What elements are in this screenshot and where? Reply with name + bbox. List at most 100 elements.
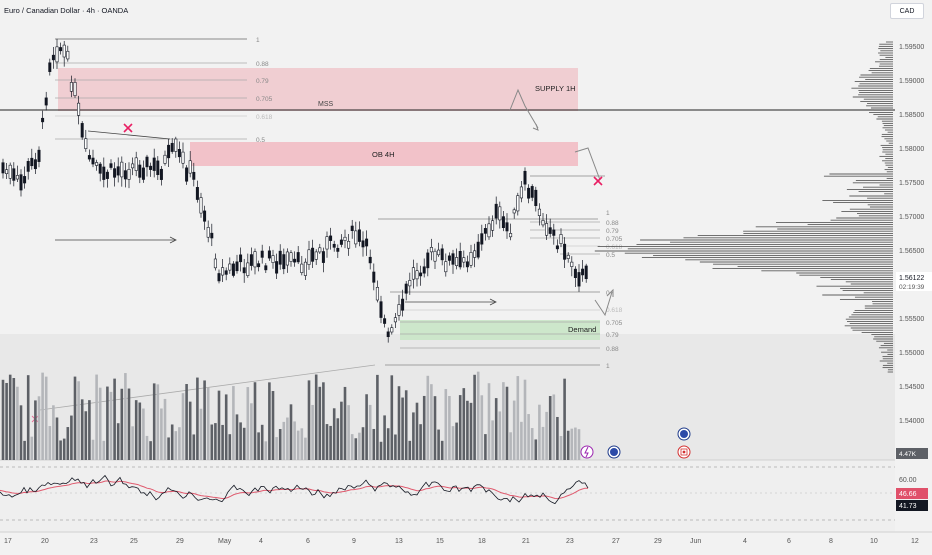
volume-bar (181, 393, 185, 460)
candle-body (375, 287, 379, 301)
candle-body (30, 157, 34, 167)
volume-bar (534, 439, 538, 460)
volume-bar (520, 421, 523, 460)
candle-body (519, 186, 523, 199)
canada-flag-icon[interactable] (677, 445, 691, 459)
candle-body (419, 272, 423, 277)
rsi-ma-badge: 41.73 (896, 500, 928, 511)
candle-body (285, 251, 289, 266)
candle-body (253, 251, 257, 268)
candle-body (1, 162, 5, 174)
price-axis[interactable]: 1.59500 1.59000 1.58500 1.58000 1.57500 … (899, 44, 924, 425)
candle-body (411, 267, 415, 280)
time-tick: Jun (690, 538, 701, 545)
volume-bar (228, 434, 232, 460)
supply-1h-zone[interactable] (58, 68, 578, 111)
time-axis[interactable]: 17 20 23 25 29 May 4 6 9 13 15 18 21 23 … (4, 538, 919, 545)
volume-bar (444, 389, 448, 460)
volume-bar (113, 378, 116, 460)
volume-bar (188, 401, 192, 460)
candle-body (318, 247, 322, 253)
fib-right-labels: 1 0.88 0.79 0.705 0.618 0.5 (606, 210, 623, 259)
volume-bar (124, 373, 127, 460)
volume-bar (397, 386, 401, 460)
volume-bar (52, 405, 55, 460)
volume-bar (462, 388, 466, 460)
volume-bar (203, 380, 206, 460)
candle-body (267, 250, 271, 259)
candle-body (383, 318, 387, 324)
price-tick: 1.54000 (899, 418, 924, 425)
time-tick: 9 (352, 538, 356, 545)
volume-bar (239, 422, 242, 460)
volume-bar (131, 426, 134, 460)
volume-bar (307, 380, 311, 460)
candle-body (48, 62, 52, 72)
candle-body (397, 304, 401, 316)
volume-bar (466, 400, 469, 460)
candle-body (552, 229, 556, 236)
candle-body (541, 220, 545, 226)
candle-body (138, 164, 142, 178)
volume-bar (556, 416, 559, 460)
candle-body (170, 142, 174, 152)
rsi-indicator[interactable] (0, 466, 895, 521)
time-tick: 23 (566, 538, 574, 545)
candle-body (473, 250, 477, 258)
fib-right-label: 0.618 (606, 244, 623, 251)
volume-bar (149, 441, 152, 460)
volume-bar (343, 386, 347, 460)
candle-body (537, 208, 541, 216)
candle-body (152, 157, 156, 171)
candlesticks[interactable] (1, 38, 588, 343)
volume-bar (448, 395, 451, 460)
volume-bar (196, 377, 199, 460)
fib-right-lines[interactable] (378, 175, 605, 255)
lightning-icon[interactable] (580, 445, 594, 459)
volume-bar (484, 434, 487, 460)
candle-body (5, 169, 9, 175)
candle-body (73, 82, 77, 96)
cross-marker-icon[interactable] (593, 176, 603, 186)
volume-bar (26, 375, 30, 460)
candle-body (303, 261, 307, 276)
volume-bar (322, 382, 325, 460)
fib-demand-lines[interactable] (385, 291, 600, 366)
time-tick: 29 (654, 538, 662, 545)
candle-body (80, 123, 84, 138)
candle-body (563, 243, 567, 260)
volume-bar (152, 383, 156, 460)
candle-body (217, 273, 221, 282)
candle-body (62, 44, 66, 58)
volume-bar (210, 424, 214, 460)
projection-paths[interactable] (509, 88, 614, 317)
candle-body (199, 197, 203, 214)
demand-zone[interactable] (400, 320, 600, 340)
volume-bar (142, 408, 145, 460)
symbol-title[interactable]: Euro / Canadian Dollar · 4h · OANDA (4, 6, 129, 15)
volume-bar (440, 440, 444, 460)
candle-body (23, 176, 27, 184)
candle-body (379, 301, 383, 318)
rsi-pane (0, 460, 895, 532)
eu-flag-icon[interactable] (607, 445, 621, 459)
fib-top-label: 0.79 (256, 78, 269, 85)
volume-bar (34, 400, 37, 460)
candle-body (15, 175, 19, 180)
volume-bar (451, 426, 455, 460)
volume-bar (368, 404, 372, 460)
volume-bar (264, 441, 268, 460)
ob-4h-zone[interactable] (190, 142, 578, 166)
volume-bar (548, 396, 552, 460)
candle-body (264, 265, 268, 271)
volume-bar (5, 382, 8, 460)
currency-button[interactable]: CAD (890, 3, 924, 19)
volume-bar (512, 400, 516, 460)
eu-flag-icon[interactable] (677, 427, 691, 441)
candle-body (361, 240, 365, 248)
volume-bar (199, 408, 203, 460)
volume-bar (8, 374, 12, 460)
cross-marker-icon[interactable] (123, 123, 133, 133)
